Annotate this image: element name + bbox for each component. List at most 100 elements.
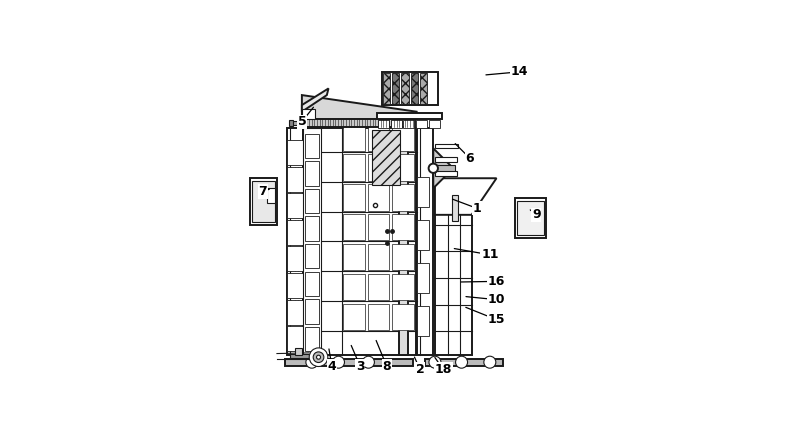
Bar (343, 184, 365, 210)
Circle shape (484, 356, 496, 368)
Circle shape (362, 356, 374, 368)
Bar (402, 73, 409, 105)
Bar (420, 73, 427, 105)
Bar (303, 128, 321, 355)
Bar (514, 198, 546, 238)
Text: 3: 3 (356, 360, 365, 373)
Bar (429, 120, 440, 128)
Bar (417, 128, 434, 355)
Polygon shape (302, 89, 329, 112)
Bar (425, 359, 503, 366)
Bar (287, 326, 302, 351)
Text: 8: 8 (382, 360, 391, 373)
Bar (392, 73, 399, 105)
Bar (382, 72, 438, 105)
Bar (378, 120, 389, 128)
Bar (305, 299, 319, 324)
Text: 9: 9 (532, 208, 541, 221)
Bar (368, 124, 390, 151)
Bar (517, 200, 544, 235)
Circle shape (314, 352, 324, 362)
Bar (398, 128, 408, 355)
Bar (305, 272, 319, 296)
Bar (368, 274, 390, 300)
Bar (403, 120, 414, 128)
Bar (287, 246, 302, 271)
Bar (416, 120, 427, 128)
Bar (418, 177, 429, 206)
Bar (418, 220, 429, 250)
Bar (435, 157, 457, 162)
Bar (435, 171, 457, 175)
Bar (392, 214, 414, 241)
Polygon shape (302, 95, 417, 119)
Bar (343, 274, 365, 300)
Bar (302, 119, 415, 127)
Bar (294, 348, 302, 355)
Bar (305, 244, 319, 268)
Bar (267, 188, 275, 203)
Bar (250, 178, 277, 225)
Bar (434, 165, 455, 172)
Bar (290, 121, 302, 125)
Bar (410, 73, 418, 105)
Text: 5: 5 (298, 115, 306, 128)
Circle shape (317, 355, 321, 359)
Text: 11: 11 (481, 248, 498, 261)
Bar (368, 244, 390, 270)
Bar (286, 359, 414, 366)
Circle shape (306, 356, 318, 368)
Bar (392, 124, 414, 151)
Bar (435, 144, 458, 148)
Bar (368, 214, 390, 241)
Bar (305, 161, 319, 186)
Bar (368, 184, 390, 210)
Circle shape (455, 356, 467, 368)
Bar (392, 274, 414, 300)
Text: 2: 2 (416, 363, 424, 376)
Bar (305, 133, 319, 158)
Bar (252, 181, 275, 222)
Bar (287, 220, 302, 245)
Bar (368, 304, 390, 330)
Bar (372, 130, 400, 185)
Text: 10: 10 (488, 293, 506, 306)
Bar (289, 120, 293, 126)
Bar (451, 195, 458, 222)
Text: 18: 18 (434, 363, 452, 376)
Bar (287, 167, 302, 191)
Bar (343, 154, 365, 181)
Bar (302, 109, 315, 119)
Bar (343, 244, 365, 270)
Bar (290, 354, 310, 358)
Bar (392, 304, 414, 330)
Bar (343, 124, 365, 151)
Text: 7: 7 (258, 185, 267, 198)
Bar (287, 273, 302, 298)
Text: 6: 6 (466, 152, 474, 165)
Bar (287, 193, 302, 218)
Circle shape (310, 348, 328, 366)
Bar (392, 244, 414, 270)
Bar (343, 304, 365, 330)
Bar (305, 216, 319, 241)
Circle shape (333, 356, 345, 368)
Text: 1: 1 (472, 202, 481, 215)
Bar (287, 140, 302, 165)
Text: 4: 4 (327, 360, 336, 373)
Circle shape (429, 356, 441, 368)
Bar (343, 214, 365, 241)
Circle shape (429, 164, 438, 173)
Bar (435, 185, 471, 355)
Bar (303, 128, 416, 355)
Bar (368, 154, 390, 181)
Bar (392, 154, 414, 181)
Bar (390, 120, 402, 128)
Bar (382, 73, 390, 105)
Bar (287, 300, 302, 324)
Bar (392, 184, 414, 210)
Text: 16: 16 (488, 275, 505, 288)
Bar (418, 263, 429, 293)
Polygon shape (435, 178, 497, 215)
Bar (305, 189, 319, 213)
